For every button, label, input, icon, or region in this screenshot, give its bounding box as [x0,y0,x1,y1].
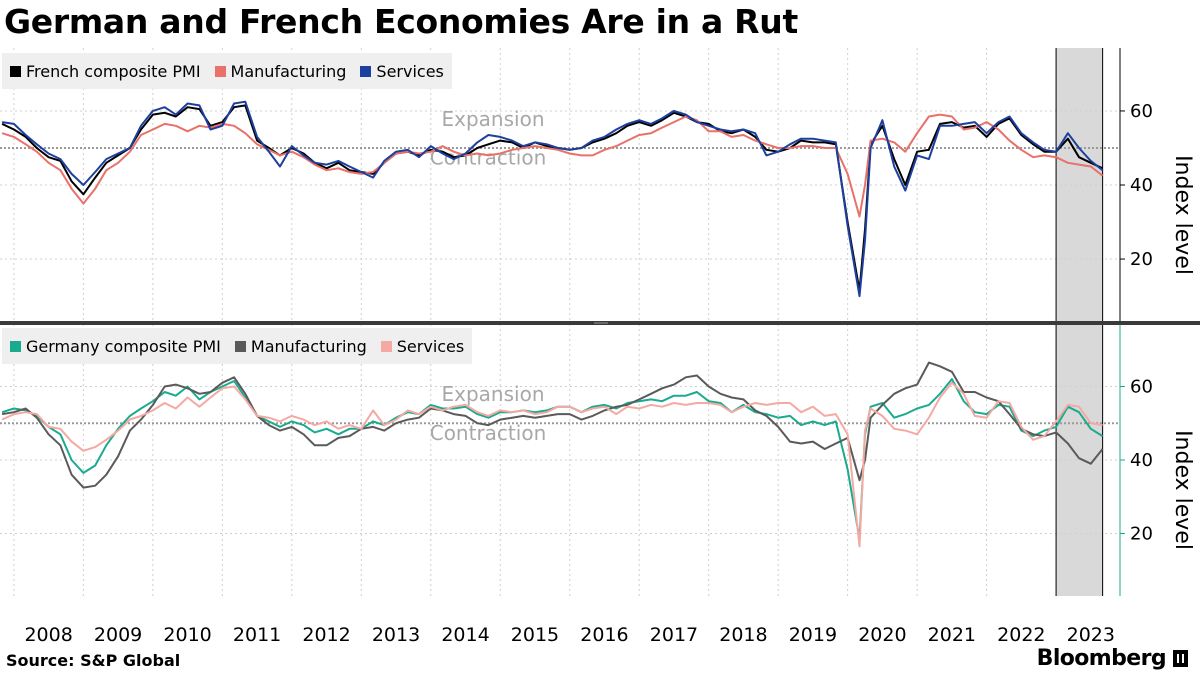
x-tick-label: 2012 [302,624,350,646]
y-tick-label: 60 [1130,376,1153,397]
brand-text: Bloomberg [1036,646,1167,671]
x-tick-label: 2013 [372,624,420,646]
annotation-expansion: Expansion [442,382,545,406]
x-tick-label: 2022 [997,624,1045,646]
legend-label: Services [376,61,444,81]
series-line-services [1,100,1104,298]
x-tick-label: 2011 [233,624,281,646]
x-tick-label: 2020 [858,624,906,646]
series-line-manufacturing [1,113,1104,218]
legend-label: French composite PMI [26,61,201,81]
legend-item: Germany composite PMI [10,337,221,356]
legend-item: Services [360,61,444,81]
legend-item: Services [380,336,465,356]
legend-swatch [10,65,21,77]
chart-title: German and French Economies Are in a Rut [4,2,798,41]
legend-item: Manufacturing [234,336,367,356]
legend-germany: Germany composite PMI Manufacturing Servic… [2,328,473,364]
terminal-icon [1173,650,1188,667]
x-tick-label: 2016 [580,624,628,646]
legend-swatch [360,65,372,77]
x-tick-label: 2008 [24,624,72,646]
x-tick-label: 2009 [94,624,142,646]
x-tick-label: 2021 [928,624,976,646]
legend-swatch [10,340,21,352]
legend-label: Manufacturing [230,61,347,81]
y-tick-label: 20 [1130,524,1153,545]
legend-swatch [214,65,226,77]
legend-france: French composite PMI Manufacturing Service… [2,53,452,89]
source-note: Source: S&P Global [6,651,181,670]
x-tick-label: 2019 [789,624,837,646]
x-tick-label: 2010 [163,624,211,646]
highlight-region [1056,48,1103,322]
bloomberg-logo: Bloomberg [1037,646,1188,671]
x-tick-label: 2017 [650,624,698,646]
y-tick-label: 20 [1130,249,1153,270]
legend-swatch [234,340,246,352]
y-tick-label: 40 [1130,175,1153,196]
series-line-manufacturing [1,361,1104,489]
x-tick-label: 2023 [1067,624,1115,646]
y-tick-label: 60 [1130,101,1153,122]
legend-item: French composite PMI [10,62,201,81]
x-tick-label: 2014 [441,624,489,646]
annotation-expansion: Expansion [442,107,545,131]
y-tick-label: 40 [1130,450,1153,471]
legend-item: Manufacturing [214,61,347,81]
series-line-services [1,381,1103,548]
legend-swatch [380,340,392,352]
y-axis-label: Index level [1170,430,1195,550]
legend-label: Germany composite PMI [26,336,221,356]
y-axis-label: Index level [1170,155,1195,275]
x-tick-label: 2018 [719,624,767,646]
legend-label: Services [396,336,465,356]
legend-label: Manufacturing [250,336,367,356]
x-tick-label: 2015 [511,624,559,646]
